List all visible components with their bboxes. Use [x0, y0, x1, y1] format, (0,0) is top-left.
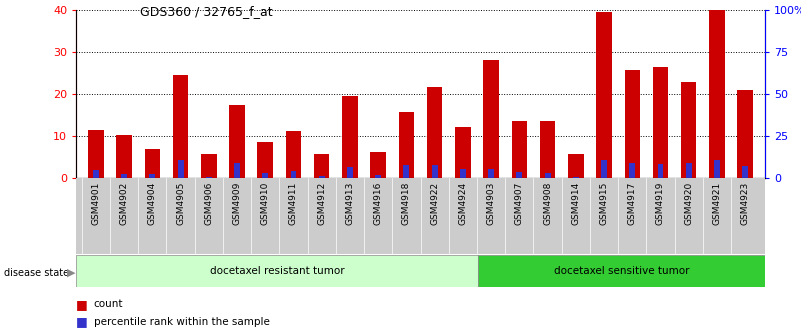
Text: disease state: disease state [4, 268, 69, 278]
Bar [234, 163, 240, 178]
Bar [681, 82, 697, 178]
Bar [93, 170, 99, 178]
Bar [714, 161, 720, 178]
Text: GSM4912: GSM4912 [317, 182, 326, 225]
Bar [375, 175, 381, 178]
Text: GSM4916: GSM4916 [374, 182, 383, 225]
Bar [201, 154, 216, 178]
Text: percentile rank within the sample: percentile rank within the sample [94, 317, 270, 327]
Text: GSM4919: GSM4919 [656, 182, 665, 225]
Bar [512, 121, 527, 178]
Bar [540, 121, 555, 178]
Bar [319, 176, 324, 178]
Text: docetaxel resistant tumor: docetaxel resistant tumor [210, 266, 344, 276]
Bar [573, 177, 579, 178]
Bar [121, 174, 127, 178]
Bar [686, 163, 692, 178]
Bar [88, 130, 103, 178]
Bar [229, 104, 245, 178]
Text: GSM4921: GSM4921 [712, 182, 722, 225]
Text: GSM4924: GSM4924 [458, 182, 467, 225]
Text: GSM4920: GSM4920 [684, 182, 693, 225]
Bar [427, 86, 442, 178]
Text: GSM4901: GSM4901 [91, 182, 100, 225]
Text: GSM4913: GSM4913 [345, 182, 355, 225]
Bar [149, 174, 155, 178]
Text: GSM4911: GSM4911 [289, 182, 298, 225]
Bar [568, 154, 584, 178]
Bar [257, 141, 273, 178]
Text: GSM4915: GSM4915 [599, 182, 609, 225]
Bar [404, 166, 409, 178]
Text: GSM4904: GSM4904 [148, 182, 157, 225]
Bar [709, 10, 725, 178]
Text: GSM4903: GSM4903 [486, 182, 496, 225]
Text: GSM4907: GSM4907 [515, 182, 524, 225]
Bar [738, 90, 753, 178]
Bar [625, 70, 640, 178]
Bar [478, 255, 765, 287]
Bar [314, 154, 329, 178]
Bar [630, 163, 635, 178]
Text: GSM4902: GSM4902 [119, 182, 129, 225]
Bar [370, 152, 386, 178]
Bar [517, 172, 522, 178]
Text: GSM4905: GSM4905 [176, 182, 185, 225]
Bar [262, 173, 268, 178]
Text: GSM4914: GSM4914 [571, 182, 580, 225]
Text: count: count [94, 299, 123, 309]
Bar [347, 167, 353, 178]
Bar [653, 67, 668, 178]
Text: docetaxel sensitive tumor: docetaxel sensitive tumor [553, 266, 689, 276]
Bar [658, 164, 663, 178]
Bar [206, 177, 211, 178]
Bar [455, 127, 471, 178]
Bar [116, 135, 132, 178]
Text: GSM4922: GSM4922 [430, 182, 439, 225]
Text: ▶: ▶ [66, 268, 75, 278]
Text: GDS360 / 32765_f_at: GDS360 / 32765_f_at [140, 5, 273, 18]
Bar [432, 165, 437, 178]
Text: GSM4910: GSM4910 [261, 182, 270, 225]
Text: GSM4906: GSM4906 [204, 182, 213, 225]
Text: ■: ■ [76, 316, 88, 328]
Bar [144, 149, 160, 178]
Text: GSM4918: GSM4918 [402, 182, 411, 225]
Bar [460, 169, 466, 178]
Bar [399, 112, 414, 178]
Bar [596, 12, 612, 178]
Bar [173, 75, 188, 178]
Bar [743, 166, 748, 178]
Text: GSM4908: GSM4908 [543, 182, 552, 225]
Text: ■: ■ [76, 298, 88, 310]
Bar [545, 173, 550, 178]
Bar [291, 171, 296, 178]
Text: GSM4923: GSM4923 [741, 182, 750, 225]
Text: GSM4917: GSM4917 [628, 182, 637, 225]
Bar [601, 161, 607, 178]
Bar [286, 131, 301, 178]
Bar [76, 255, 478, 287]
Bar [483, 60, 499, 178]
Bar [342, 96, 358, 178]
Bar [488, 169, 494, 178]
Bar [178, 161, 183, 178]
Text: GSM4909: GSM4909 [232, 182, 242, 225]
